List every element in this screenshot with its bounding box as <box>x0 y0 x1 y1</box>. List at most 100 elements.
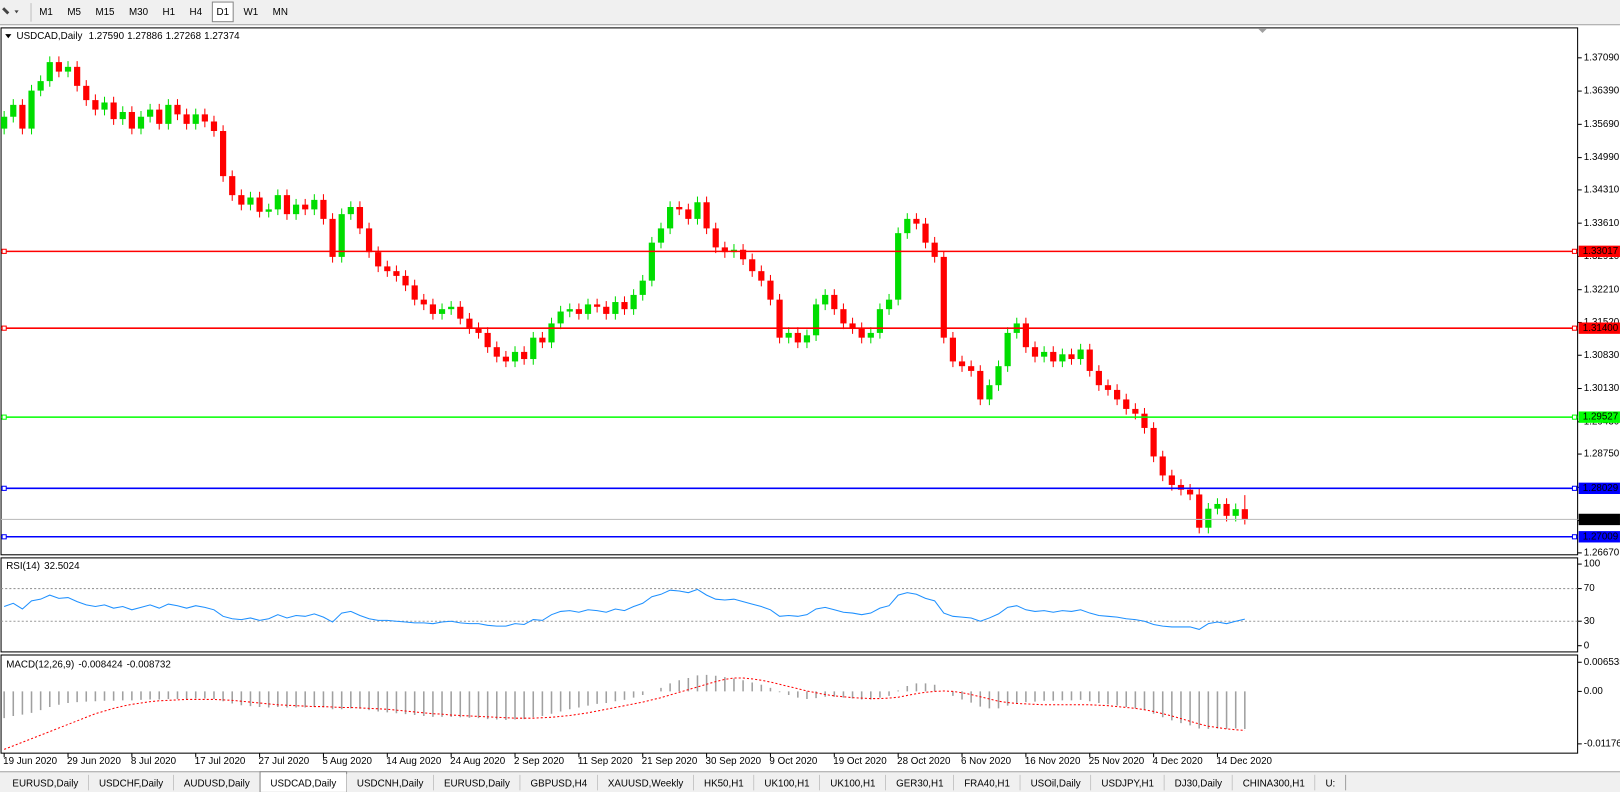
timeframe-button[interactable]: M1 <box>39 7 53 18</box>
indicator-title: MACD(12,26,9) -0.008424 -0.008732 <box>6 659 171 670</box>
price-label: 1.27009 <box>1583 531 1618 542</box>
tab-bg[interactable] <box>88 773 174 792</box>
tab-bg[interactable] <box>1091 773 1165 792</box>
chart-title: USDCAD,Daily 1.27590 1.27886 1.27268 1.27374 <box>17 31 241 42</box>
candle-body <box>311 199 318 210</box>
y-tick-label: 100 <box>1584 559 1601 570</box>
price-label-box <box>1578 411 1620 423</box>
timeframe-button[interactable]: D1 <box>217 7 230 18</box>
tab-bg[interactable] <box>953 773 1021 792</box>
tab-bg[interactable] <box>520 773 598 792</box>
candle-body <box>466 318 473 329</box>
candle-body <box>110 102 117 120</box>
price-label: 1.29527 <box>1583 412 1618 423</box>
panel-arrow <box>5 34 12 39</box>
x-tick-label: 6 Nov 2020 <box>961 756 1012 767</box>
tool-icon[interactable] <box>2 7 19 15</box>
candle-body <box>64 66 72 72</box>
candle-body <box>840 309 847 324</box>
timeframe-button[interactable]: M30 <box>129 7 149 18</box>
tab[interactable]: UK100,H1 <box>830 779 875 790</box>
tab-bg[interactable] <box>885 773 954 792</box>
candle-body <box>511 351 519 362</box>
tab-bg[interactable] <box>1232 773 1316 792</box>
ohlc-value: 1.27268 <box>166 31 202 42</box>
tab[interactable]: XAUUSD,Weekly <box>608 779 684 790</box>
y-tick-label: 1.36390 <box>1584 86 1620 97</box>
tab[interactable]: DJ30,Daily <box>1175 779 1222 790</box>
tab[interactable]: EURUSD,Daily <box>12 779 78 790</box>
tab[interactable]: GBPUSD,H4 <box>531 779 588 790</box>
tab[interactable]: EURUSD,Daily <box>444 779 510 790</box>
timeframe-button[interactable]: MN <box>273 7 288 18</box>
tab-bg[interactable] <box>1020 773 1092 792</box>
candle-body <box>411 285 418 300</box>
tab[interactable]: UK100,H1 <box>764 779 809 790</box>
candle-body <box>685 209 692 219</box>
candle-body <box>347 207 354 215</box>
candle-body <box>147 109 154 117</box>
tab-bg[interactable] <box>1164 773 1233 792</box>
level-anchor <box>1 325 7 331</box>
tab-bg[interactable] <box>2 773 89 792</box>
tab[interactable]: AUDUSD,Daily <box>184 779 250 790</box>
y-tick-label: 1.34310 <box>1584 185 1620 196</box>
y-tick-label: -0.011760 <box>1584 738 1620 749</box>
candle-body <box>1004 332 1011 367</box>
candle-body <box>174 104 181 115</box>
price-label-box <box>1578 513 1620 526</box>
tab[interactable]: USDCAD,Daily <box>270 779 336 790</box>
candle-body <box>402 275 409 286</box>
candle-body <box>37 81 44 91</box>
tab-bg[interactable] <box>819 773 886 792</box>
timeframe-button[interactable]: H4 <box>190 7 203 18</box>
candle-body <box>1086 349 1093 371</box>
y-tick-label: 30 <box>1584 616 1595 627</box>
tab[interactable]: HK50,H1 <box>704 779 744 790</box>
tab[interactable]: GER30,H1 <box>896 779 943 790</box>
timeframe-button-bg[interactable] <box>211 1 234 23</box>
tab[interactable]: CHINA300,H1 <box>1243 779 1305 790</box>
tab[interactable]: FRA40,H1 <box>964 779 1010 790</box>
timeframe-button[interactable]: W1 <box>243 7 258 18</box>
x-tick-label: 28 Oct 2020 <box>897 756 951 767</box>
candle-body <box>156 109 163 124</box>
tab-bg[interactable] <box>754 773 820 792</box>
tab[interactable]: U: <box>1325 779 1335 790</box>
price-label-box <box>1578 245 1620 258</box>
tab[interactable]: USOil,Daily <box>1031 779 1081 790</box>
indicator-label: -0.008732 <box>127 659 171 670</box>
tab-bg[interactable] <box>173 773 261 792</box>
candle-body <box>676 207 683 210</box>
timeframe-button[interactable]: H1 <box>163 7 176 18</box>
tab-bg[interactable] <box>433 773 521 792</box>
candle-body <box>210 121 218 131</box>
y-tick-label: 1.35690 <box>1584 119 1620 130</box>
candle-body <box>28 90 35 129</box>
candle-body <box>895 233 902 300</box>
tab-bg[interactable] <box>346 773 434 792</box>
indicator-label: -0.008424 <box>78 659 123 670</box>
candle-body <box>283 195 291 215</box>
tab-bg[interactable] <box>597 773 694 792</box>
price-label-box <box>1578 531 1620 543</box>
candle-body <box>302 204 309 210</box>
candle-body <box>1104 385 1112 390</box>
tab[interactable]: USDCHF,Daily <box>99 779 163 790</box>
candle-body <box>137 116 145 129</box>
candle-body <box>1141 413 1148 428</box>
y-tick-label: 70 <box>1584 583 1595 594</box>
timeframe-button[interactable]: M15 <box>95 7 115 18</box>
price-panel <box>0 27 1579 556</box>
candle-body <box>584 304 592 314</box>
candle-body <box>128 111 135 129</box>
tab[interactable]: USDCNH,Daily <box>357 779 424 790</box>
timeframe-button[interactable]: M5 <box>67 7 81 18</box>
tab[interactable]: USDJPY,H1 <box>1101 779 1154 790</box>
candle-body <box>949 337 957 362</box>
tab-bg[interactable] <box>1315 773 1346 792</box>
tab-bg[interactable] <box>693 773 755 792</box>
candle-body <box>119 111 126 120</box>
candle-body <box>256 197 263 212</box>
